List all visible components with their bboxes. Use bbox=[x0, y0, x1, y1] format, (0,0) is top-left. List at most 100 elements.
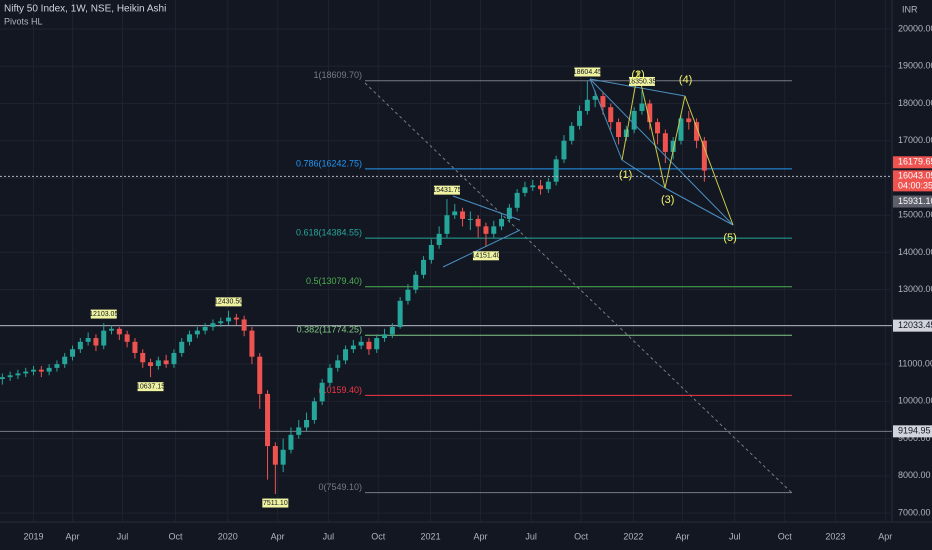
x-tick-label: 2022 bbox=[623, 531, 643, 541]
candle-body bbox=[124, 334, 130, 342]
candle-body bbox=[522, 187, 528, 193]
candle-body bbox=[358, 341, 364, 346]
candle-body bbox=[647, 103, 653, 123]
candle-body bbox=[343, 349, 349, 361]
candle-body bbox=[577, 110, 583, 126]
pivot-label-bg bbox=[137, 382, 164, 392]
pattern-line bbox=[684, 95, 734, 226]
candle-body bbox=[226, 317, 232, 322]
x-tick-label: Apr bbox=[66, 531, 80, 541]
price-tag: 16043.05 bbox=[898, 171, 932, 181]
candle-body bbox=[257, 356, 263, 394]
x-tick-label: Jul bbox=[525, 531, 537, 541]
candle-body bbox=[155, 360, 161, 366]
x-tick-label: Apr bbox=[878, 531, 892, 541]
y-tick-label: 17000.00 bbox=[898, 135, 932, 145]
pivot-label-bg bbox=[262, 498, 289, 508]
x-tick-label: 2019 bbox=[24, 531, 44, 541]
candle-body bbox=[413, 274, 419, 290]
candle-body bbox=[187, 334, 193, 342]
candle-body bbox=[46, 367, 52, 372]
y-tick-label: 15000.00 bbox=[898, 210, 932, 220]
candle-body bbox=[85, 338, 91, 342]
y-tick-label: 18000.00 bbox=[898, 98, 932, 108]
wave-label: (3) bbox=[661, 194, 674, 206]
y-tick-label: 19000.00 bbox=[898, 61, 932, 71]
candle-body bbox=[288, 434, 294, 450]
candle-body bbox=[436, 233, 442, 245]
pattern-line bbox=[664, 95, 686, 189]
candle-body bbox=[163, 360, 169, 365]
x-tick-label: Jul bbox=[323, 531, 335, 541]
candle-body bbox=[101, 330, 107, 346]
y-tick-label: 20000.00 bbox=[898, 23, 932, 33]
x-tick-label: Jul bbox=[729, 531, 741, 541]
candle-body bbox=[350, 345, 356, 350]
fib-label: 0.786(16242.75) bbox=[296, 158, 362, 168]
candle-body bbox=[366, 341, 372, 350]
x-tick-label: Oct bbox=[371, 531, 386, 541]
pattern-line bbox=[589, 78, 734, 226]
x-tick-label: 2021 bbox=[421, 531, 441, 541]
pivot-label: 12430.50 bbox=[214, 299, 243, 306]
price-tag: 12033.45 bbox=[898, 320, 932, 330]
price-tag: 9194.95 bbox=[898, 426, 931, 436]
pivot-label: 10637.15 bbox=[136, 383, 165, 390]
x-tick-label: Jul bbox=[117, 531, 129, 541]
candle-body bbox=[0, 377, 5, 380]
candle-body bbox=[233, 317, 239, 320]
candle-body bbox=[382, 334, 388, 339]
candle-body bbox=[31, 369, 37, 372]
wave-label: (5) bbox=[723, 232, 736, 244]
candle-body bbox=[584, 99, 590, 111]
countdown-bg bbox=[893, 181, 932, 192]
candle-body bbox=[210, 323, 216, 327]
candle-body bbox=[132, 341, 138, 353]
candle-body bbox=[701, 140, 707, 171]
candle-body bbox=[600, 96, 606, 108]
x-tick-label: Oct bbox=[778, 531, 793, 541]
x-tick-label: Oct bbox=[574, 531, 589, 541]
candle-body bbox=[608, 107, 614, 123]
fib-label: (10159.40) bbox=[318, 385, 362, 395]
candle-body bbox=[467, 218, 473, 220]
pattern-line bbox=[637, 70, 666, 189]
pivot-label: 12103.05 bbox=[89, 311, 118, 318]
fib-label: 0.382(11774.25) bbox=[297, 325, 362, 335]
price-tag-bg bbox=[893, 195, 932, 208]
candle-body bbox=[389, 326, 395, 335]
pivot-label-bg bbox=[433, 185, 460, 195]
candle-body bbox=[265, 393, 271, 447]
candle-body bbox=[62, 356, 68, 365]
candle-body bbox=[483, 226, 489, 234]
candle-body bbox=[405, 289, 411, 301]
candle-body bbox=[70, 349, 76, 357]
price-tag-bg bbox=[893, 425, 932, 438]
candle-body bbox=[592, 96, 598, 100]
candle-body bbox=[686, 118, 692, 123]
candle-body bbox=[148, 362, 154, 366]
candle-body bbox=[179, 341, 185, 353]
x-tick-label: Apr bbox=[271, 531, 285, 541]
candle-body bbox=[538, 185, 544, 190]
price-tag: 16179.65 bbox=[898, 157, 932, 167]
pivot-label: 14151.40 bbox=[471, 253, 500, 260]
wave-label: (1) bbox=[619, 169, 632, 181]
price-tag-bg bbox=[893, 156, 932, 169]
indicator-name: Pivots HL bbox=[4, 16, 43, 26]
candle-body bbox=[218, 321, 224, 324]
candle-body bbox=[7, 375, 13, 378]
wave-label: (4) bbox=[679, 74, 692, 86]
candle-body bbox=[397, 300, 403, 327]
x-tick-label: Oct bbox=[168, 531, 183, 541]
candle-body bbox=[296, 427, 302, 435]
candle-body bbox=[171, 352, 177, 365]
pattern-line bbox=[452, 195, 521, 221]
candle-body bbox=[553, 159, 559, 182]
candle-body bbox=[475, 218, 481, 227]
candle-body bbox=[374, 338, 380, 350]
y-tick-label: 13000.00 bbox=[898, 284, 932, 294]
y-tick-label: 10000.00 bbox=[898, 396, 932, 406]
y-tick-label: 7000.00 bbox=[898, 507, 931, 517]
